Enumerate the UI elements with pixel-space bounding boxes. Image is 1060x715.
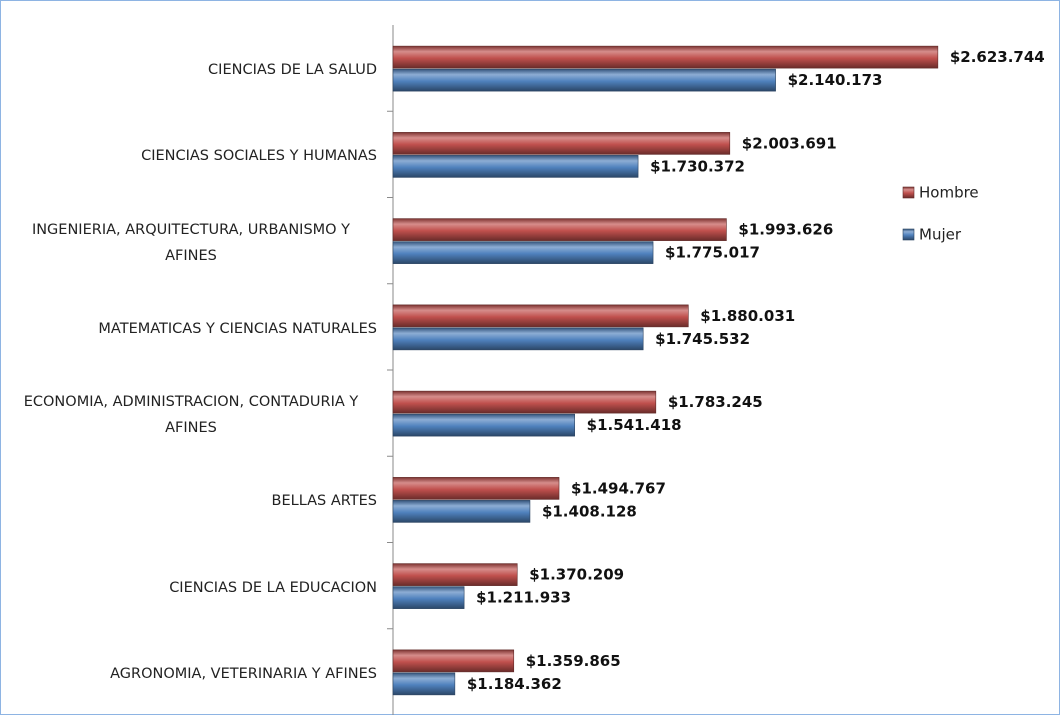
category-label: MATEMATICAS Y CIENCIAS NATURALES — [98, 320, 377, 337]
value-label: $1.211.933 — [476, 589, 571, 607]
category-label: CIENCIAS SOCIALES Y HUMANAS — [141, 148, 377, 165]
bar — [392, 218, 727, 241]
value-label: $1.494.767 — [571, 479, 666, 497]
bar — [392, 304, 689, 328]
bar — [392, 132, 731, 155]
bar — [392, 413, 575, 437]
category-label: CIENCIAS DE LA SALUD — [208, 62, 377, 79]
category-label: AGRONOMIA, VETERINARIA Y AFINES — [110, 665, 377, 682]
legend-label: Hombre — [919, 184, 979, 202]
legend-swatch — [902, 228, 915, 241]
category-label: CIENCIAS DE LA EDUCACION — [169, 579, 377, 596]
value-label: $1.370.209 — [529, 566, 624, 584]
value-label: $1.775.017 — [665, 244, 760, 262]
bar — [392, 500, 531, 523]
value-label: $1.408.128 — [542, 502, 637, 520]
value-label: $1.184.362 — [467, 675, 562, 693]
bar — [392, 563, 518, 586]
value-label: $2.140.173 — [788, 71, 883, 89]
value-label: $1.541.418 — [587, 416, 682, 434]
bar — [392, 477, 560, 500]
bar — [392, 241, 654, 264]
category-label: INGENIERIA, ARQUITECTURA, URBANISMO Y AF… — [31, 221, 351, 264]
value-label: $1.880.031 — [700, 307, 795, 325]
value-label: $1.730.372 — [650, 157, 745, 175]
bar — [392, 68, 776, 92]
value-label: $1.993.626 — [738, 221, 833, 239]
value-label: $2.003.691 — [742, 134, 837, 152]
bar — [392, 155, 639, 178]
value-label: $1.745.532 — [655, 330, 750, 348]
legend-swatch — [902, 186, 915, 199]
bar — [392, 45, 939, 69]
bar — [392, 327, 644, 351]
category-label: ECONOMIA, ADMINISTRACION, CONTADURIA Y A… — [23, 394, 359, 437]
bar — [392, 586, 465, 609]
legend-label: Mujer — [919, 226, 962, 244]
bar — [392, 672, 456, 696]
value-label: $2.623.744 — [950, 48, 1045, 66]
value-label: $1.783.245 — [668, 393, 763, 411]
bar — [392, 649, 515, 673]
category-label: BELLAS ARTES — [271, 493, 378, 510]
value-label: $1.359.865 — [526, 652, 621, 670]
bar — [392, 390, 657, 414]
